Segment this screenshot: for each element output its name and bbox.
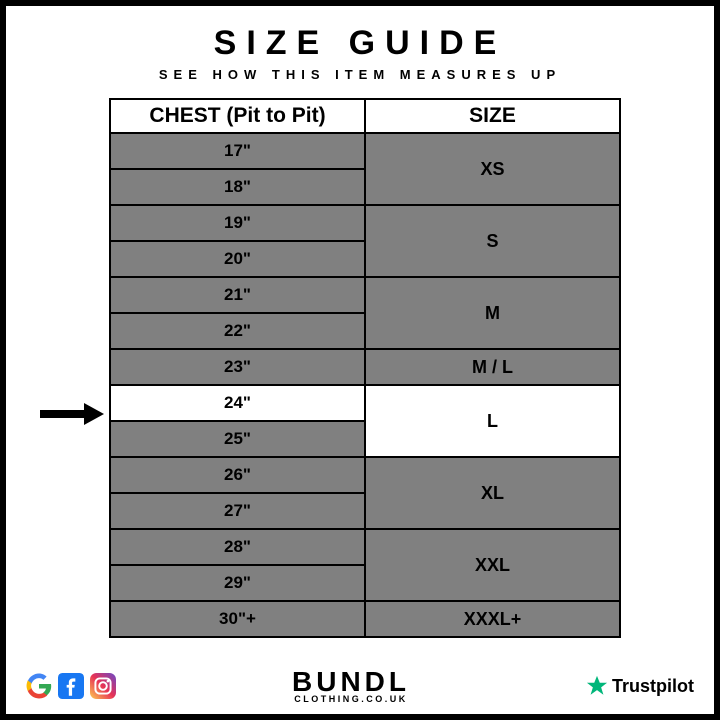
chest-cell: 17": [110, 133, 365, 169]
chest-cell: 27": [110, 493, 365, 529]
footer: BUNDL CLOTHING.CO.UK Trustpilot: [6, 669, 714, 704]
size-cell: XL: [365, 457, 620, 529]
arrow-icon: [40, 403, 104, 425]
trustpilot-label: Trustpilot: [612, 676, 694, 697]
header-size: SIZE: [365, 99, 620, 133]
chest-cell: 30"+: [110, 601, 365, 637]
facebook-icon[interactable]: [58, 673, 84, 699]
chest-cell: 21": [110, 277, 365, 313]
table-row: 21" M: [110, 277, 620, 313]
size-cell-highlight: L: [365, 385, 620, 457]
chest-cell-highlight: 24": [110, 385, 365, 421]
table-header-row: CHEST (Pit to Pit) SIZE: [110, 99, 620, 133]
chest-cell: 29": [110, 565, 365, 601]
instagram-icon[interactable]: [90, 673, 116, 699]
chest-cell: 23": [110, 349, 365, 385]
chest-cell: 26": [110, 457, 365, 493]
size-cell: XXL: [365, 529, 620, 601]
table-row: 28" XXL: [110, 529, 620, 565]
table-row: 24" L: [110, 385, 620, 421]
brand-domain: CLOTHING.CO.UK: [292, 694, 410, 704]
page-subtitle: SEE HOW THIS ITEM MEASURES UP: [6, 67, 714, 82]
size-cell: M: [365, 277, 620, 349]
chest-cell: 28": [110, 529, 365, 565]
size-cell: XXXL+: [365, 601, 620, 637]
table-row: 23" M / L: [110, 349, 620, 385]
social-icons: [26, 673, 116, 699]
chest-cell: 20": [110, 241, 365, 277]
table-row: 26" XL: [110, 457, 620, 493]
page-title: SIZE GUIDE: [6, 24, 714, 63]
table-row: 17" XS: [110, 133, 620, 169]
size-cell: XS: [365, 133, 620, 205]
trustpilot-logo[interactable]: Trustpilot: [586, 675, 694, 697]
chest-cell: 22": [110, 313, 365, 349]
brand-logo: BUNDL CLOTHING.CO.UK: [292, 669, 410, 704]
table-row: 19" S: [110, 205, 620, 241]
chest-cell: 25": [110, 421, 365, 457]
brand-name: BUNDL: [292, 669, 410, 694]
chest-cell: 19": [110, 205, 365, 241]
chest-cell: 18": [110, 169, 365, 205]
header-chest: CHEST (Pit to Pit): [110, 99, 365, 133]
table-row: 30"+ XXXL+: [110, 601, 620, 637]
size-cell: M / L: [365, 349, 620, 385]
size-table: CHEST (Pit to Pit) SIZE 17" XS 18" 19" S…: [109, 98, 621, 638]
star-icon: [586, 675, 608, 697]
google-icon[interactable]: [26, 673, 52, 699]
size-cell: S: [365, 205, 620, 277]
